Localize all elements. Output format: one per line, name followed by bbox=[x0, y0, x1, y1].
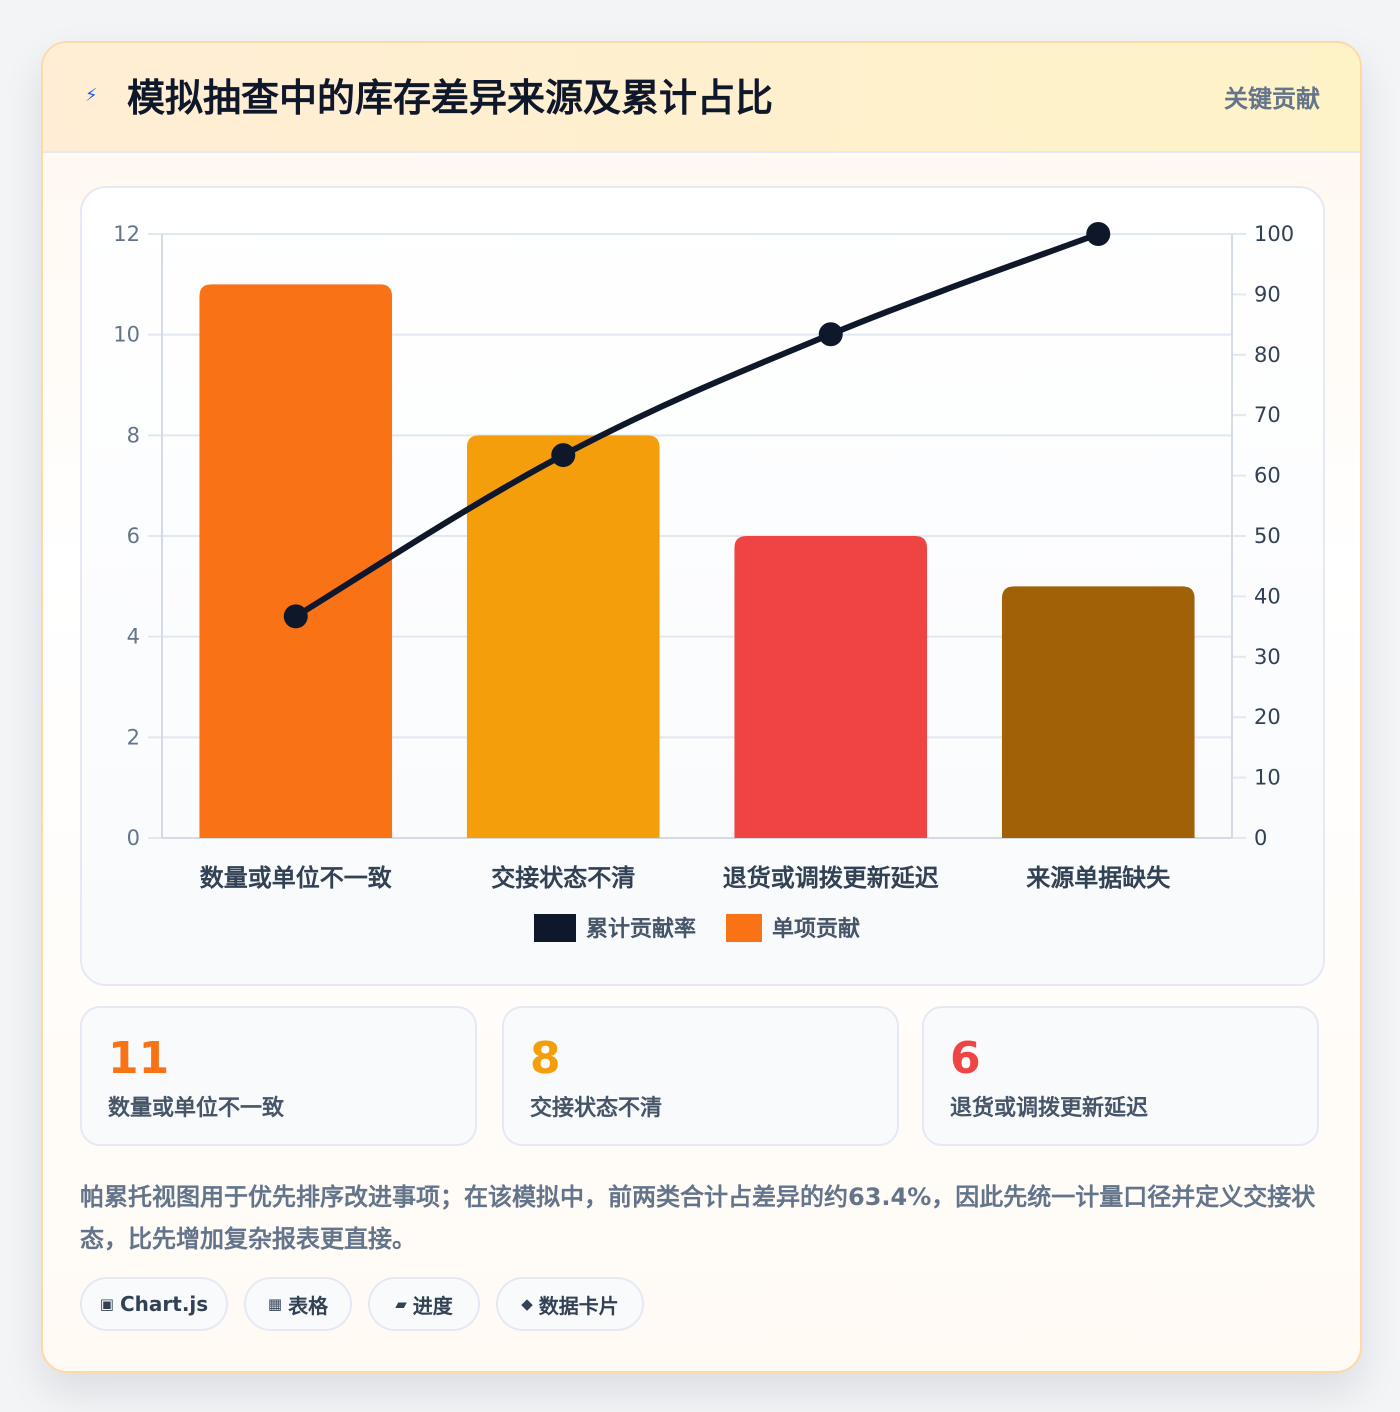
chip-icon: ▣ bbox=[99, 1295, 114, 1313]
right-axis-tick-label: 30 bbox=[1254, 645, 1281, 669]
page-title: 模拟抽查中的库存差异来源及累计占比 bbox=[127, 76, 774, 120]
right-axis-tick-label: 20 bbox=[1254, 705, 1281, 729]
right-axis-tick-label: 10 bbox=[1254, 766, 1281, 790]
x-axis-category-label: 来源单据缺失 bbox=[1026, 864, 1171, 892]
left-axis-tick-label: 4 bbox=[127, 625, 140, 649]
cumulative-point bbox=[283, 604, 308, 629]
legend-label: 累计贡献率 bbox=[586, 916, 696, 942]
card-header: ⚡ 模拟抽查中的库存差异来源及累计占比 关键贡献 bbox=[43, 43, 1360, 153]
x-axis-category-label: 交接状态不清 bbox=[491, 864, 635, 892]
tag-data-card[interactable]: ◆ 数据卡片 bbox=[496, 1277, 644, 1331]
right-axis-tick-label: 40 bbox=[1254, 584, 1281, 608]
tag-table[interactable]: ▦ 表格 bbox=[244, 1277, 352, 1331]
tag-label: 进度 bbox=[412, 1293, 453, 1318]
legend-swatch bbox=[726, 914, 762, 942]
x-axis-category-label: 数量或单位不一致 bbox=[200, 864, 393, 892]
stat-label: 交接状态不清 bbox=[530, 1096, 663, 1121]
right-axis-tick-label: 0 bbox=[1254, 826, 1267, 850]
bar bbox=[1001, 586, 1195, 838]
right-axis-tick-label: 60 bbox=[1254, 464, 1281, 488]
tag-label: Chart.js bbox=[119, 1292, 209, 1316]
progress-icon: ▰ bbox=[395, 1295, 407, 1313]
chart-note: 帕累托视图用于优先排序改进事项；在该模拟中，前两类合计占差异的约63.4%，因此… bbox=[80, 1183, 1316, 1253]
bar bbox=[466, 435, 660, 838]
lightning-icon: ⚡ bbox=[85, 85, 98, 106]
stat-card-handoff: 8 交接状态不清 bbox=[502, 1006, 899, 1146]
chart-card: ⚡ 模拟抽查中的库存差异来源及累计占比 关键贡献 0 2 4 6 8 10 12 0 10 20 3… bbox=[41, 41, 1362, 1373]
bar bbox=[199, 284, 393, 838]
key-contribution-badge: 关键贡献 bbox=[1224, 85, 1320, 113]
right-axis-tick-label: 50 bbox=[1254, 524, 1281, 548]
stat-label: 退货或调拨更新延迟 bbox=[950, 1096, 1149, 1121]
left-axis-tick-label: 0 bbox=[127, 826, 140, 850]
right-axis-tick-label: 70 bbox=[1254, 403, 1281, 427]
stat-value: 6 bbox=[950, 1033, 981, 1084]
tag-label: 表格 bbox=[288, 1293, 329, 1318]
diamond-icon: ◆ bbox=[521, 1295, 533, 1313]
cumulative-point bbox=[551, 443, 576, 468]
stat-card-return-delay: 6 退货或调拨更新延迟 bbox=[922, 1006, 1319, 1146]
stat-label: 数量或单位不一致 bbox=[108, 1096, 285, 1121]
x-axis-category-label: 退货或调拨更新延迟 bbox=[723, 864, 939, 892]
cumulative-point bbox=[1086, 222, 1111, 246]
left-axis-tick-label: 12 bbox=[113, 222, 140, 246]
legend-swatch bbox=[534, 914, 576, 942]
bar bbox=[734, 536, 928, 838]
table-icon: ▦ bbox=[267, 1295, 283, 1313]
right-axis-tick-label: 100 bbox=[1254, 222, 1294, 246]
pareto-chart: 0 2 4 6 8 10 12 0 10 20 30 40 50 60 70 80 90 100 数量或单位不一致 交… bbox=[113, 222, 1294, 942]
legend-label: 单项贡献 bbox=[772, 916, 860, 942]
stat-value: 11 bbox=[108, 1033, 170, 1084]
tag-progress[interactable]: ▰ 进度 bbox=[368, 1277, 480, 1331]
tag-chartjs[interactable]: ▣ Chart.js bbox=[80, 1277, 228, 1331]
cumulative-line bbox=[292, 231, 1102, 620]
right-axis-tick-label: 80 bbox=[1254, 343, 1281, 367]
left-axis-tick-label: 2 bbox=[127, 725, 140, 749]
stat-value: 8 bbox=[530, 1033, 561, 1084]
left-axis-tick-label: 10 bbox=[113, 323, 140, 347]
tag-label: 数据卡片 bbox=[538, 1293, 619, 1318]
chart-panel: 0 2 4 6 8 10 12 0 10 20 30 40 50 60 70 80 90 100 数量或单位不一致 交… bbox=[80, 186, 1325, 986]
left-axis-tick-label: 8 bbox=[127, 423, 140, 447]
right-axis-tick-label: 90 bbox=[1254, 282, 1281, 306]
cumulative-point bbox=[818, 322, 843, 347]
stat-card-quantity: 11 数量或单位不一致 bbox=[80, 1006, 477, 1146]
left-axis-tick-label: 6 bbox=[127, 524, 140, 548]
